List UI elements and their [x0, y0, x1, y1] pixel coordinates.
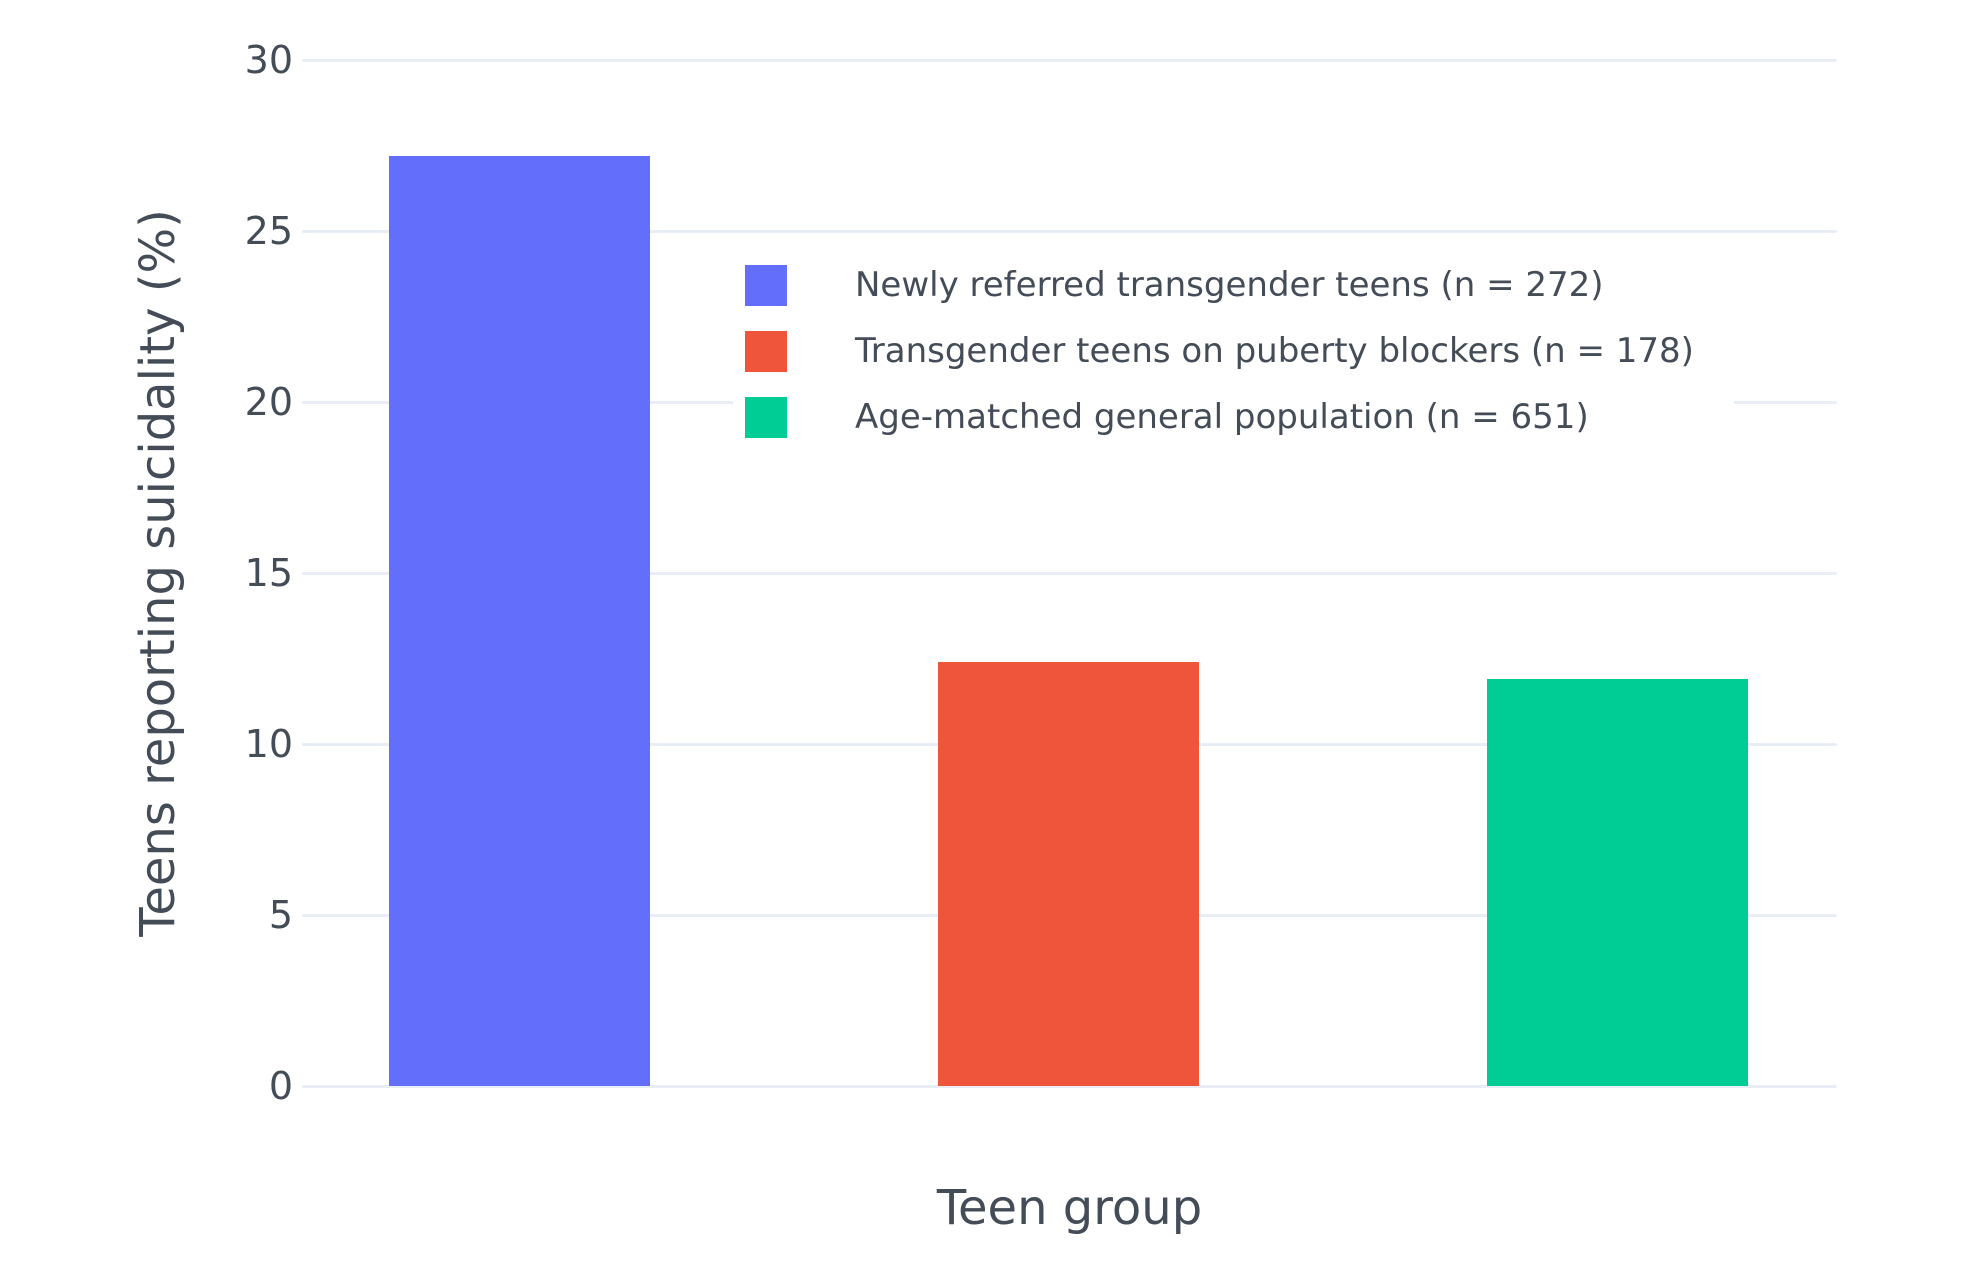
legend: Newly referred transgender teens (n = 27… — [733, 248, 1734, 456]
legend-label: Transgender teens on puberty blockers (n… — [855, 331, 1694, 371]
gridline — [302, 58, 1837, 62]
legend-label: Newly referred transgender teens (n = 27… — [855, 265, 1604, 305]
bar — [1487, 679, 1748, 1086]
y-tick-label: 15 — [244, 551, 293, 595]
legend-item[interactable]: Transgender teens on puberty blockers (n… — [745, 318, 1694, 384]
bar — [938, 661, 1199, 1086]
bar — [389, 155, 650, 1086]
legend-item[interactable]: Age-matched general population (n = 651) — [745, 384, 1694, 450]
gridline — [302, 571, 1837, 575]
y-tick-label: 25 — [244, 209, 293, 253]
gridline — [302, 1084, 1837, 1088]
legend-item[interactable]: Newly referred transgender teens (n = 27… — [745, 252, 1694, 318]
y-tick-label: 30 — [244, 38, 293, 82]
y-tick-label: 5 — [268, 893, 293, 937]
legend-swatch-icon — [745, 396, 787, 438]
legend-label: Age-matched general population (n = 651) — [855, 397, 1589, 437]
legend-swatch-icon — [745, 264, 787, 306]
y-tick-label: 20 — [244, 380, 293, 424]
legend-swatch-icon — [745, 330, 787, 372]
gridline — [302, 229, 1837, 233]
y-tick-label: 10 — [244, 722, 293, 766]
y-axis-title: Teens reporting suicidality (%) — [130, 209, 186, 937]
plot-area — [302, 58, 1837, 1088]
x-axis-title: Teen group — [936, 1180, 1203, 1236]
bars-layer — [302, 60, 1837, 1086]
y-tick-label: 0 — [268, 1064, 293, 1108]
